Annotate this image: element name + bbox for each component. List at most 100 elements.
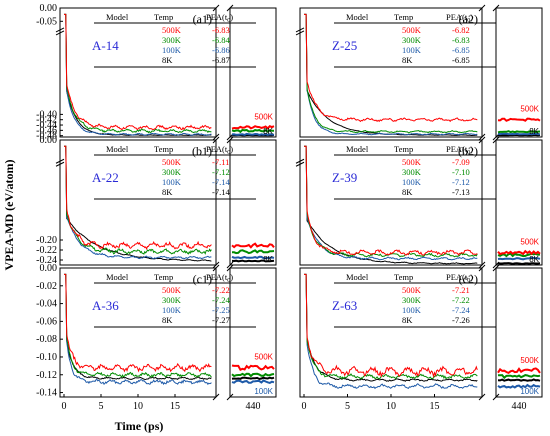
pea-header-close: ) [230, 144, 233, 154]
y-axis-break-mark [295, 30, 305, 36]
x-tick-label: 0 [62, 401, 67, 412]
axis-break-mark [492, 4, 500, 12]
table-header-temp: Temp [394, 272, 413, 282]
model-name-label: Z-25 [332, 38, 357, 53]
plot-frame [299, 7, 483, 138]
series-segment-440ps-500K [231, 125, 275, 130]
plot-frame-break-segment [495, 7, 543, 138]
y-tick-label: 0.00 [40, 3, 58, 14]
y-tick-label: -0.10 [36, 352, 57, 363]
plot-frame [299, 139, 483, 266]
x-tick-label: 10 [386, 401, 396, 412]
series-end-label: 500K [254, 112, 273, 121]
pea-header-close: ) [470, 12, 473, 22]
y-tick-label: -0.24 [36, 255, 57, 266]
series-segment-440ps-300K [231, 128, 275, 134]
series-line-8K [304, 273, 478, 382]
table-pea-cell: -7.13 [452, 187, 470, 197]
y-tick-label: 0.00 [40, 263, 58, 274]
panels: 0.00 -0.05 -0.40-0.42-0.44-0.46-0.48 500K 8K… [36, 3, 543, 412]
y-tick-label: -0.08 [36, 334, 57, 345]
table-header-model: Model [106, 144, 129, 154]
series-segment-440ps-500K [497, 117, 541, 122]
y-tick-label: -0.06 [36, 316, 57, 327]
series-end-label: 500K [254, 353, 273, 362]
table-temp-cell: 100K [402, 177, 422, 187]
pea-header-subscript: 0 [467, 278, 470, 284]
table-pea-cell: -7.14 [212, 177, 230, 187]
series-segment-440ps-100K [497, 383, 541, 389]
y-tick-label: -0.02 [36, 281, 57, 292]
table-header-temp: Temp [154, 12, 173, 22]
series-segment-440ps-300K [232, 249, 275, 255]
x-tick-label-break: 440 [512, 401, 527, 412]
table-header-pea: PEA(t0) [446, 144, 473, 156]
x-tick-label: 5 [345, 401, 350, 412]
table-temp-cell: 8K [402, 315, 413, 325]
axis-break-mark [478, 393, 486, 401]
axis-break-mark [212, 4, 220, 12]
table-pea-cell: -6.85 [452, 55, 470, 65]
pea-header-subscript: 0 [467, 150, 470, 156]
series-line-8K [304, 145, 478, 265]
series-line-100K [304, 13, 478, 136]
series-line-500K [64, 273, 212, 373]
series-line-8K [64, 145, 212, 262]
pea-header-text: PEA(t [446, 12, 468, 22]
table-temp-cell: 500K [402, 157, 422, 167]
table-header-pea: PEA(t0) [206, 144, 233, 156]
table-temp-cell: 300K [162, 167, 182, 177]
table-temp-cell: 300K [402, 35, 422, 45]
y-axis-break-mark [295, 158, 305, 164]
x-tick-label-break: 440 [246, 401, 261, 412]
axis-break-mark [492, 393, 500, 401]
series-segment-440ps-300K [497, 252, 541, 258]
table-pea-cell: -6.83 [212, 25, 230, 35]
axis-break-mark [478, 261, 486, 269]
table-temp-cell: 8K [402, 55, 413, 65]
series-segment-440ps-100K [231, 132, 275, 136]
table-temp-cell: 300K [402, 167, 422, 177]
pea-header-subscript: 0 [227, 278, 230, 284]
plot-frame-break-segment [495, 139, 543, 266]
series-segment-440ps-8K [231, 376, 275, 381]
series-line-300K [304, 273, 478, 380]
series-line-300K [64, 145, 212, 255]
series-end-label: 100K [520, 387, 539, 396]
table-pea-cell: -7.24 [212, 295, 230, 305]
series-end-label: 500K [520, 356, 539, 365]
series-segment-440ps-100K [497, 256, 541, 261]
series-segment-440ps-8K [497, 378, 541, 382]
pea-header-text: PEA(t [446, 144, 468, 154]
y-tick-label: -0.44 [36, 120, 57, 131]
table-pea-cell: -6.82 [452, 25, 470, 35]
y-axis-break-mark [295, 27, 305, 33]
table-pea-cell: -7.10 [452, 167, 470, 177]
pea-header-close: ) [470, 272, 473, 282]
pea-header-text: PEA(t [206, 272, 228, 282]
axis-break-mark [478, 133, 486, 141]
model-name-label: A-22 [92, 170, 119, 185]
y-tick-label: -0.05 [36, 16, 57, 27]
y-tick-label: -0.46 [36, 125, 57, 136]
model-name-label: A-36 [92, 298, 119, 313]
table-pea-cell: -7.24 [452, 305, 470, 315]
plot-frame-break-segment [229, 139, 277, 266]
table-header-pea: PEA(t0) [446, 272, 473, 284]
axis-break-mark [478, 4, 486, 12]
table-temp-cell: 8K [162, 55, 173, 65]
series-line-500K [304, 13, 478, 123]
series-line-100K [64, 13, 212, 136]
axis-break-mark [478, 264, 486, 272]
model-name-label: A-14 [92, 38, 119, 53]
series-end-label: 8K [263, 127, 273, 136]
y-tick-label: -0.40 [36, 109, 57, 120]
pea-header-text: PEA(t [206, 12, 228, 22]
table-temp-cell: 8K [162, 315, 173, 325]
plot-frame-break-segment [229, 7, 277, 138]
series-segment-440ps-300K [497, 374, 541, 380]
table-header-model: Model [346, 272, 369, 282]
series-end-label: 500K [520, 238, 539, 247]
